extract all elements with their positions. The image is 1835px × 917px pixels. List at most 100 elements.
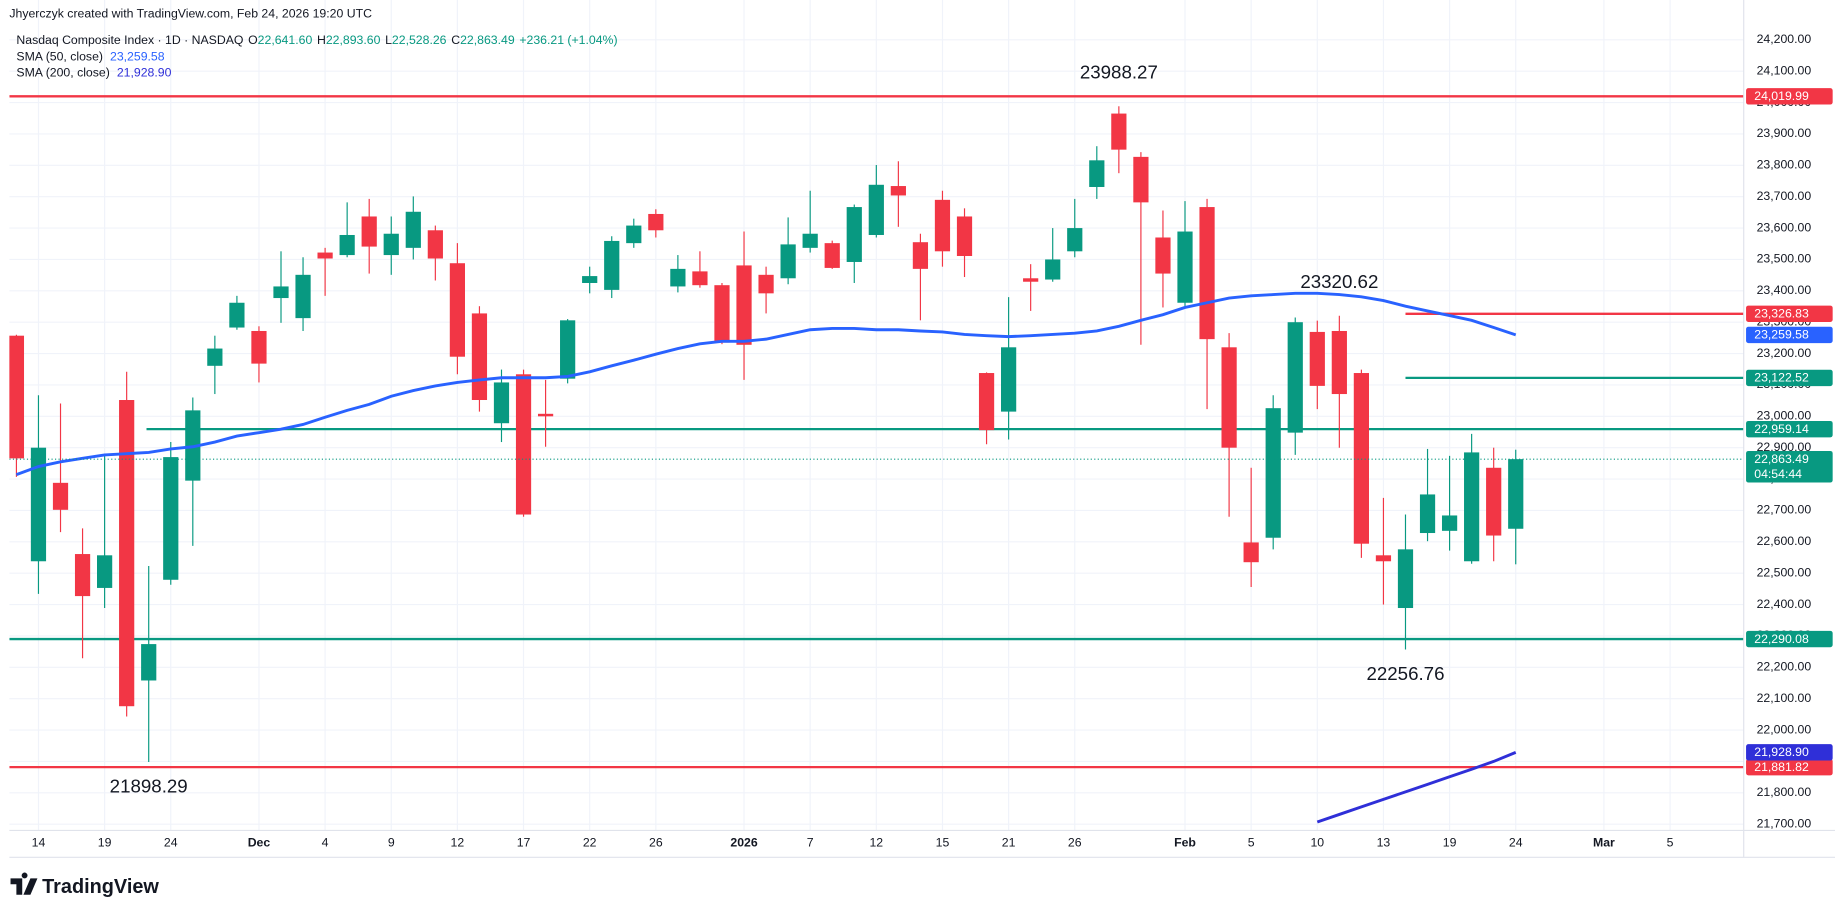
candle-body [604, 240, 620, 290]
candle-body [692, 271, 708, 286]
x-tick-label: 15 [936, 836, 950, 850]
symbol: Nasdaq Composite Index · 1D · NASDAQ [16, 33, 243, 47]
y-tick-label: 24,100.00 [1757, 63, 1812, 77]
price-axis: 21,700.0021,800.0021,900.0022,000.0022,1… [32, 32, 1812, 849]
candle-body [1508, 459, 1524, 529]
y-tick-label: 22,700.00 [1757, 503, 1812, 517]
candle-body [868, 184, 884, 235]
candle-body [1089, 160, 1105, 187]
ohlc-value: 22,863.49 [460, 33, 515, 47]
y-tick-label: 22,200.00 [1757, 660, 1812, 674]
candle-body [890, 186, 906, 196]
candle-body [493, 382, 510, 424]
candle-body [934, 199, 951, 252]
candle-body [1287, 322, 1303, 433]
sma50-legend: SMA (50, close) 23,259.58 [16, 50, 164, 64]
candle-body [1375, 555, 1392, 562]
y-tick-label: 23,400.00 [1757, 283, 1812, 297]
candle-body [1486, 467, 1502, 536]
change: +236.21 (+1.04%) [519, 33, 617, 47]
candle-body [1265, 408, 1281, 538]
candle-body [846, 207, 862, 262]
ohlc-key: C [451, 33, 460, 47]
current-price-box [1746, 450, 1833, 483]
grid [9, 0, 1744, 831]
candle-body [1353, 373, 1369, 544]
candle-body [515, 374, 532, 515]
candle-body [449, 263, 465, 357]
candle-body [273, 286, 289, 299]
x-tick-label: 4 [322, 836, 329, 850]
level-label-box [1746, 88, 1833, 105]
candle-body [537, 413, 554, 417]
logo-text: TradingView [42, 876, 159, 898]
candle-body [119, 400, 135, 707]
level-label-box [1746, 420, 1833, 438]
candle-body [1221, 347, 1237, 448]
candle-body [736, 265, 752, 345]
sma200-legend: SMA (200, close) 21,928.90 [16, 66, 171, 80]
candle-body [1111, 113, 1127, 150]
ohlc-key: L [385, 33, 392, 47]
candle-body [1177, 231, 1193, 303]
level-label: 21,881.82 [1754, 760, 1809, 774]
level-label: 23,326.83 [1754, 307, 1809, 321]
candle-body [714, 285, 730, 343]
y-tick-label: 22,100.00 [1757, 691, 1812, 705]
price-annotation: 21898.29 [110, 776, 188, 797]
candle-body [1199, 207, 1215, 340]
candle-body [1133, 156, 1149, 203]
x-tick-label: 7 [807, 836, 814, 850]
sma-label: 23,259.58 [1754, 328, 1809, 342]
sma-value: 21,928.90 [117, 66, 172, 80]
level-label-box [1746, 758, 1833, 776]
symbol-legend: Nasdaq Composite Index · 1D · NASDAQ O22,… [16, 33, 617, 47]
candle-body [1309, 331, 1325, 386]
y-tick-label: 23,000.00 [1757, 409, 1812, 423]
x-tick-label: 2026 [730, 836, 757, 850]
candle-body [74, 554, 91, 597]
candle-body [229, 302, 245, 328]
x-tick-label: 12 [869, 836, 883, 850]
y-tick-label: 22,400.00 [1757, 597, 1812, 611]
price-annotation: 23320.62 [1300, 271, 1378, 292]
level-label: 22,959.14 [1754, 422, 1809, 436]
candle-body [1067, 228, 1083, 252]
sma-line [1316, 751, 1517, 824]
price-labels: 24,019.99 23,326.83 23,122.52 22,959.14 22,2… [1746, 88, 1833, 776]
candle-body [758, 274, 774, 294]
ohlc-key: H [317, 33, 326, 47]
candle-body [163, 457, 179, 580]
logo-mark [10, 872, 38, 895]
x-tick-label: 13 [1377, 836, 1391, 850]
candle-body [361, 216, 377, 247]
candle-body [295, 274, 311, 319]
x-tick-label: 17 [517, 836, 531, 850]
x-tick-label: 24 [1509, 836, 1523, 850]
candle-body [560, 320, 576, 379]
ohlc-value: 22,641.60 [258, 33, 313, 47]
sma-label-box [1746, 744, 1833, 761]
level-label-box [1746, 630, 1833, 648]
credit: Jhyerczyk created with TradingView.com, … [9, 6, 372, 20]
x-tick-label: Mar [1593, 836, 1615, 850]
sma-label: 21,928.90 [1754, 745, 1809, 759]
candle-body [978, 373, 995, 431]
y-tick-label: 22,000.00 [1757, 722, 1812, 736]
x-tick-label: 12 [451, 836, 465, 850]
candle-body [670, 268, 686, 287]
x-tick-label: 24 [164, 836, 178, 850]
candle-body [317, 252, 333, 259]
candle-body [1464, 452, 1480, 562]
x-tick-label: Dec [248, 836, 271, 850]
plot-area [9, 95, 1744, 824]
candle-body [1155, 237, 1171, 274]
ohlc-value: 22,893.60 [326, 33, 381, 47]
candle-body [52, 482, 69, 510]
candle-body [405, 211, 421, 248]
candle-body [427, 230, 443, 259]
x-tick-label: 19 [98, 836, 112, 850]
x-tick-label: 19 [1443, 836, 1457, 850]
